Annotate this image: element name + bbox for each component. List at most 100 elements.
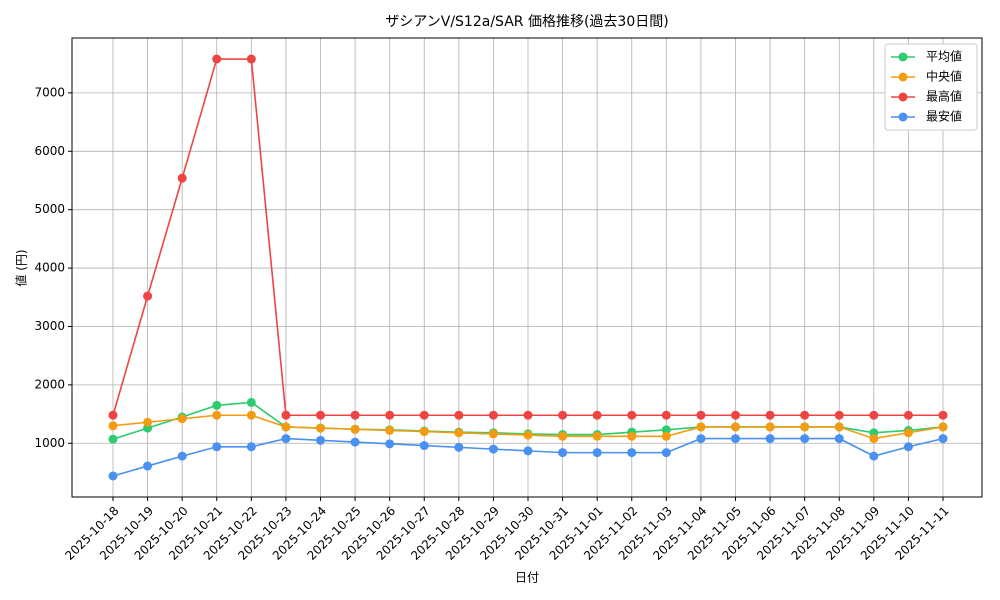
data-point (903, 428, 913, 438)
data-point (108, 421, 118, 431)
data-point (800, 434, 810, 444)
y-tick-label: 6000 (34, 144, 65, 158)
data-point (212, 410, 222, 420)
data-point (246, 54, 256, 64)
chart-title: ザシアンV/S12a/SAR 価格推移(過去30日間) (385, 14, 668, 30)
data-point (696, 434, 706, 444)
data-point (385, 425, 395, 435)
legend-label: 最高値 (926, 89, 962, 104)
legend-label: 平均値 (926, 49, 962, 64)
legend-label: 最安値 (926, 109, 962, 124)
data-point (731, 434, 740, 444)
data-point (627, 448, 637, 458)
data-point (800, 422, 810, 432)
data-point (731, 410, 740, 420)
data-point (212, 54, 222, 64)
legend-marker (898, 112, 908, 122)
y-tick-label: 2000 (34, 377, 65, 391)
data-point (592, 410, 602, 420)
data-point (834, 434, 844, 444)
data-point (212, 442, 222, 452)
data-point (281, 410, 291, 420)
data-point (281, 422, 291, 432)
data-point (627, 410, 637, 420)
data-point (523, 410, 533, 420)
data-point (558, 410, 568, 420)
data-point (696, 422, 706, 432)
data-point (869, 410, 879, 420)
data-point (592, 448, 602, 458)
data-point (246, 397, 256, 407)
data-point (177, 451, 187, 461)
data-point (800, 410, 810, 420)
data-point (938, 410, 948, 420)
data-point (419, 410, 429, 420)
data-point (143, 417, 153, 427)
data-point (350, 437, 360, 447)
data-point (143, 291, 153, 301)
data-point (246, 442, 256, 452)
data-point (454, 428, 464, 438)
data-point (661, 410, 671, 420)
data-point (488, 410, 498, 420)
data-point (350, 424, 360, 434)
data-point (246, 410, 256, 420)
data-point (523, 430, 533, 440)
data-point (419, 441, 429, 451)
data-point (108, 410, 118, 420)
data-point (523, 446, 533, 456)
data-point (177, 414, 187, 424)
y-tick-label: 5000 (34, 202, 65, 216)
data-point (454, 442, 464, 452)
data-point (385, 410, 395, 420)
data-point (558, 431, 568, 441)
data-point (938, 434, 948, 444)
data-point (834, 410, 844, 420)
y-tick-label: 4000 (34, 261, 65, 275)
data-point (869, 434, 879, 444)
y-axis-label: 値 (円) (14, 249, 29, 286)
data-point (661, 448, 671, 458)
data-point (869, 451, 879, 461)
data-point (385, 439, 395, 449)
data-point (903, 410, 913, 420)
data-point (316, 435, 325, 445)
data-point (143, 461, 153, 471)
data-point (627, 431, 637, 441)
legend-marker (898, 92, 908, 102)
data-point (316, 423, 325, 433)
x-axis-label: 日付 (515, 571, 539, 585)
data-point (661, 431, 671, 441)
data-point (903, 442, 913, 452)
y-tick-label: 3000 (34, 319, 65, 333)
data-point (765, 410, 775, 420)
data-point (488, 429, 498, 439)
data-point (281, 434, 291, 444)
data-point (558, 448, 568, 458)
data-point (488, 444, 498, 454)
data-point (419, 427, 429, 437)
data-point (212, 400, 222, 410)
data-point (938, 422, 948, 432)
legend-marker (898, 72, 908, 82)
data-point (108, 471, 118, 481)
data-point (316, 410, 325, 420)
legend-marker (898, 52, 908, 62)
data-point (661, 425, 671, 435)
legend-label: 中央値 (926, 69, 962, 84)
data-point (731, 422, 740, 432)
data-point (108, 434, 118, 444)
data-point (592, 431, 602, 441)
data-point (765, 422, 775, 432)
legend-box (884, 43, 978, 131)
data-point (454, 410, 464, 420)
data-point (696, 410, 706, 420)
plot-frame (71, 37, 983, 498)
y-tick-label: 7000 (34, 85, 65, 99)
data-point (834, 422, 844, 432)
y-tick-label: 1000 (34, 436, 65, 450)
data-point (177, 173, 187, 183)
data-point (765, 434, 775, 444)
